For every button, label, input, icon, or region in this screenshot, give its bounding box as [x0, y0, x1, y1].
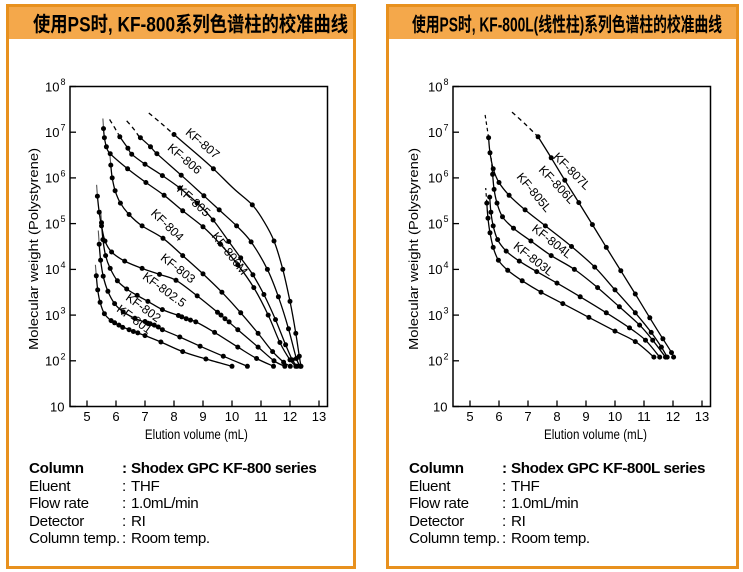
svg-text:10: 10	[433, 399, 447, 414]
svg-text:10: 10	[428, 79, 442, 94]
svg-text:3: 3	[444, 306, 449, 316]
svg-text:10: 10	[45, 216, 59, 231]
svg-text:): )	[580, 13, 585, 36]
svg-text:6: 6	[61, 168, 66, 178]
svg-text:6: 6	[112, 409, 119, 424]
svg-text:3: 3	[61, 306, 66, 316]
svg-text:13: 13	[312, 409, 326, 424]
svg-text:10: 10	[428, 125, 442, 140]
svg-text:12: 12	[666, 409, 680, 424]
svg-text:10: 10	[225, 409, 239, 424]
svg-text:10: 10	[45, 308, 59, 323]
svg-text:7: 7	[141, 409, 148, 424]
svg-text:10: 10	[428, 262, 442, 277]
svg-text:10: 10	[428, 354, 442, 369]
svg-text:8: 8	[170, 409, 177, 424]
svg-text:Elution volume (mL): Elution volume (mL)	[544, 427, 647, 442]
svg-text:7: 7	[61, 123, 66, 133]
svg-text:KF-806M: KF-806M	[209, 229, 251, 277]
svg-text:10: 10	[428, 171, 442, 186]
svg-text:11: 11	[254, 409, 268, 424]
svg-text:7: 7	[524, 409, 531, 424]
svg-text:4: 4	[61, 260, 66, 270]
svg-text:PS: PS	[68, 14, 91, 37]
svg-text:10: 10	[45, 171, 59, 186]
svg-text:10: 10	[428, 216, 442, 231]
svg-text:Elution volume (mL): Elution volume (mL)	[145, 427, 248, 442]
svg-text:2: 2	[444, 351, 449, 361]
svg-text:5: 5	[466, 409, 473, 424]
svg-text:10: 10	[50, 399, 64, 414]
svg-text:9: 9	[582, 409, 589, 424]
svg-text:6: 6	[444, 168, 449, 178]
svg-text:11: 11	[637, 409, 651, 424]
svg-text:KF-805: KF-805	[174, 182, 213, 219]
svg-text:5: 5	[61, 214, 66, 224]
svg-text:2: 2	[61, 351, 66, 361]
svg-text:, KF-800L(: , KF-800L(	[472, 13, 539, 36]
svg-text:8: 8	[444, 77, 449, 87]
svg-text:5: 5	[444, 214, 449, 224]
svg-text:10: 10	[45, 262, 59, 277]
svg-text:8: 8	[61, 77, 66, 87]
svg-text:10: 10	[608, 409, 622, 424]
svg-text:5: 5	[83, 409, 90, 424]
svg-text:10: 10	[45, 125, 59, 140]
svg-text:9: 9	[199, 409, 206, 424]
svg-text:PS: PS	[440, 13, 458, 36]
svg-text:4: 4	[444, 260, 449, 270]
svg-text:, KF-800: , KF-800	[108, 14, 175, 37]
svg-text:Molecular weight (Polystyrene): Molecular weight (Polystyrene)	[407, 148, 421, 350]
svg-text:7: 7	[444, 123, 449, 133]
svg-text:10: 10	[45, 79, 59, 94]
svg-text:Molecular weight (Polystyrene): Molecular weight (Polystyrene)	[27, 148, 41, 350]
svg-text:6: 6	[495, 409, 502, 424]
svg-text:10: 10	[428, 308, 442, 323]
svg-text:12: 12	[283, 409, 297, 424]
svg-text:13: 13	[695, 409, 709, 424]
svg-text:8: 8	[553, 409, 560, 424]
svg-text:10: 10	[45, 354, 59, 369]
